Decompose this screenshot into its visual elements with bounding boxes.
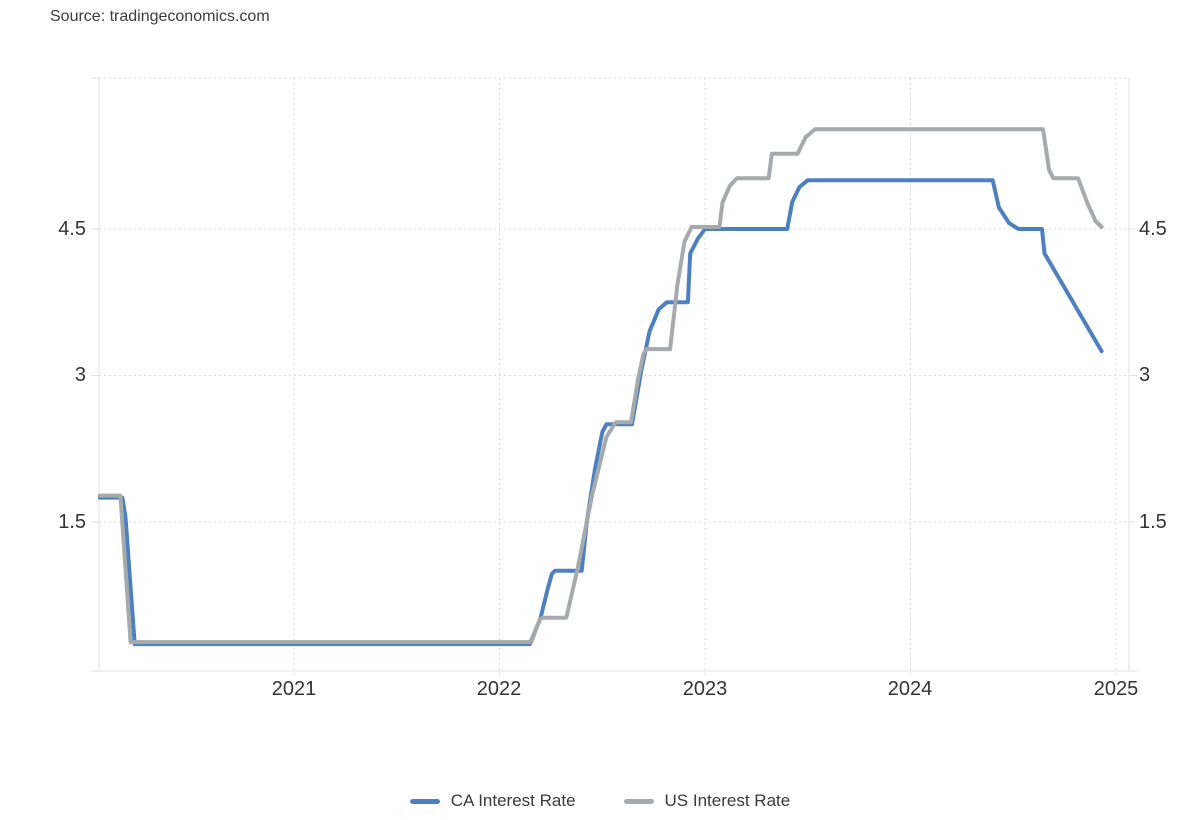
y-axis-label-right-1-5: 1.5 bbox=[1139, 511, 1167, 533]
ca-interest-rate-line[interactable] bbox=[97, 178, 1104, 647]
y-axis-label-left-1-5: 1.5 bbox=[58, 511, 86, 533]
x-axis-label-2023: 2023 bbox=[682, 678, 728, 700]
legend-label-us: US Interest Rate bbox=[664, 791, 791, 810]
ca-line-swatch-icon bbox=[409, 798, 440, 804]
plot-area[interactable] bbox=[0, 0, 1200, 780]
x-axis-label-2024: 2024 bbox=[887, 678, 933, 700]
y-axis-label-left-3: 3 bbox=[74, 364, 86, 386]
x-axis-label-2021: 2021 bbox=[271, 678, 317, 700]
y-axis-label-left-4-5: 4.5 bbox=[58, 218, 86, 240]
legend-item-ca[interactable]: CA Interest Rate bbox=[409, 791, 576, 811]
x-axis-label-2025: 2025 bbox=[1093, 678, 1139, 700]
legend-item-us[interactable]: US Interest Rate bbox=[623, 791, 791, 811]
y-axis-label-right-3: 3 bbox=[1139, 364, 1151, 386]
y-axis-label-right-4-5: 4.5 bbox=[1139, 218, 1167, 240]
source-label: Source: tradingeconomics.com bbox=[50, 8, 270, 25]
legend-label-ca: CA Interest Rate bbox=[450, 791, 576, 810]
chart-legend: CA Interest Rate US Interest Rate bbox=[0, 791, 1200, 811]
us-line-swatch-icon bbox=[623, 798, 654, 804]
us-interest-rate-line[interactable] bbox=[97, 127, 1104, 645]
x-axis-label-2022: 2022 bbox=[476, 678, 522, 700]
